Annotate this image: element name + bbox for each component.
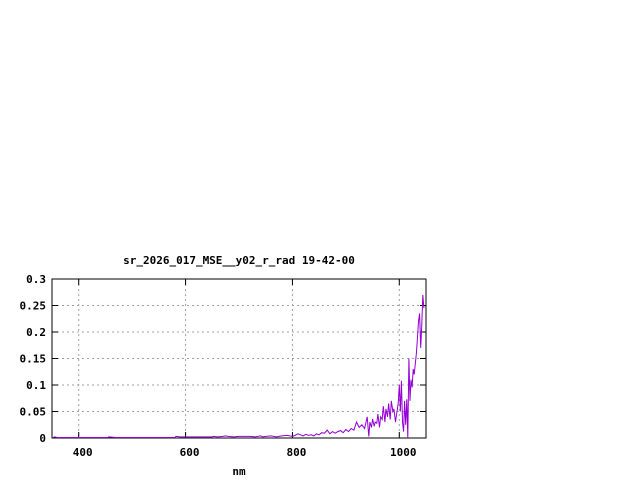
grid: [52, 279, 426, 438]
x-tick-label: 600: [180, 446, 200, 459]
x-tick-label: 400: [73, 446, 93, 459]
y-tick-label: 0.2: [26, 326, 46, 339]
plot-frame: [51, 278, 427, 439]
y-tick-label: 0.1: [26, 379, 46, 392]
y-tick-label: 0.05: [20, 406, 47, 419]
series-line: [52, 294, 425, 439]
y-tick-label: 0.15: [20, 353, 47, 366]
x-tick-label: 1000: [390, 446, 417, 459]
chart-title: sr_2026_017_MSE__y02_r_rad 19-42-00: [123, 254, 355, 267]
y-tick-label: 0.25: [20, 300, 47, 313]
x-tick-label: 800: [286, 446, 306, 459]
y-tick-label: 0: [39, 432, 46, 445]
y-tick-label: 0.3: [26, 273, 46, 286]
x-axis-label: nm: [232, 465, 246, 478]
ticks: 400 600 800 1000 0 0.05 0.1 0.15 0.2 0.25 0.3: [20, 273, 426, 459]
